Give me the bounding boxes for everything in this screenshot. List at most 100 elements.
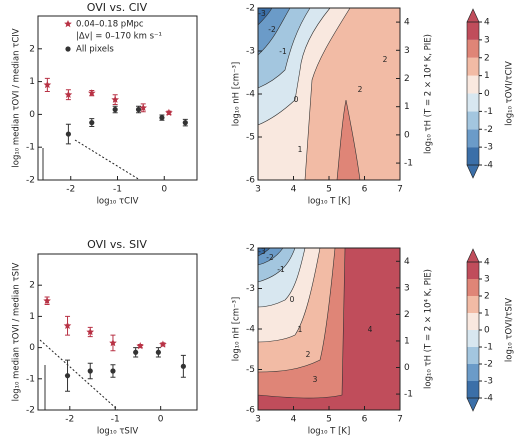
x-tick-label: 6 (362, 185, 368, 195)
x-axis-label: log₁₀ T [K] (308, 427, 351, 437)
contour-label: -1 (277, 265, 285, 274)
point (89, 120, 95, 126)
point (159, 115, 165, 121)
point (182, 120, 188, 126)
y2-axis-label: log₁₀ τH (T = 2 × 10⁴ K, PIE) (424, 269, 434, 389)
contour-label: -3 (258, 247, 266, 256)
contour-label: -2 (266, 253, 274, 262)
contour-label: 2 (358, 85, 363, 94)
colorbar-bin (467, 111, 479, 130)
y-tick-label: -1 (26, 143, 35, 153)
plot-frame (257, 247, 401, 411)
y-tick-label: -2 (246, 244, 255, 254)
contour-label: 1 (298, 325, 303, 334)
y-tick-label: 2 (29, 44, 35, 54)
x-axis-label: log₁₀ τSIV (97, 427, 138, 437)
colorbar-bin (467, 147, 479, 165)
x-tick-label: 4 (291, 185, 297, 195)
y-tick-label: 2 (29, 281, 35, 291)
colorbar-tick-label: -4 (484, 394, 493, 404)
colorbar-bin (467, 347, 479, 364)
y2-tick-label: 2 (404, 74, 410, 84)
colorbar-bin (467, 296, 479, 313)
colorbar-extend (466, 164, 480, 179)
point (155, 349, 161, 355)
y2-tick-label: 4 (404, 18, 410, 28)
colorbar-bin (467, 313, 479, 330)
colorbar-bin (467, 129, 479, 148)
point (110, 368, 116, 374)
contour-label: 2 (306, 350, 311, 359)
y2-axis-label: log₁₀ τH (T = 2 × 10⁴ K, PIE) (424, 34, 434, 154)
contour-label: -1 (279, 47, 287, 56)
y2-tick-label: -1 (404, 159, 413, 169)
x-tick-label: 0 (161, 185, 167, 195)
contour-map-bottom (257, 247, 400, 410)
point (65, 131, 71, 137)
y-tick-label: -3 (246, 47, 255, 57)
colorbar-tick-label: 3 (484, 35, 490, 45)
legend-label: All pixels (76, 45, 114, 55)
point (136, 342, 144, 350)
x-tick-label: -1 (111, 415, 120, 425)
y2-tick-label: 1 (404, 336, 410, 346)
legend-marker (65, 46, 71, 52)
reference-line (39, 339, 119, 411)
colorbar-bin (467, 364, 479, 381)
colorbar-bin (467, 39, 479, 58)
chart-title: OVI vs. CIV (87, 1, 148, 14)
x-tick-label: 7 (397, 415, 403, 425)
point (43, 296, 51, 304)
y-axis-label: log₁₀ nH [cm⁻³] (232, 297, 242, 361)
contour-label: -3 (258, 9, 266, 18)
colorbar-tick-label: -3 (484, 143, 493, 153)
x-tick-label: 0 (158, 415, 164, 425)
y2-tick-label: 0 (404, 130, 410, 140)
y-tick-label: -5 (246, 365, 255, 375)
colorbar-tick-label: -2 (484, 360, 493, 370)
x-tick-label: 7 (397, 185, 403, 195)
plot-frame (37, 253, 198, 411)
contour-label: 0 (294, 95, 299, 104)
x-tick-label: 5 (326, 415, 332, 425)
y-tick-label: -2 (26, 176, 35, 186)
x-tick-label: 5 (326, 185, 332, 195)
colorbar-tick-label: -2 (484, 125, 493, 135)
colorbar-tick-label: 0 (484, 89, 490, 99)
x-tick-label: -1 (113, 185, 122, 195)
y2-tick-label: 1 (404, 102, 410, 112)
contour-label: -2 (268, 25, 276, 34)
map-band (336, 99, 361, 181)
x-tick-label: 3 (255, 185, 261, 195)
colorbar-extend (466, 8, 480, 23)
colorbar-tick-label: 2 (484, 53, 490, 63)
point (88, 89, 96, 97)
colorbar-tick-label: -3 (484, 377, 493, 387)
y-tick-label: 0 (29, 343, 35, 353)
point (139, 103, 147, 112)
x-tick-label: 6 (362, 415, 368, 425)
legend-marker (64, 20, 72, 28)
x-tick-label: 3 (255, 415, 261, 425)
colorbar-tick-label: 3 (484, 275, 490, 285)
y-axis-label: log₁₀ median τOVI / median τCIV (12, 28, 22, 167)
y-tick-label: 0 (29, 110, 35, 120)
point (64, 90, 73, 98)
y-tick-label: -4 (246, 90, 255, 100)
colorbar-tick-label: 1 (484, 309, 490, 319)
point (180, 363, 186, 369)
annotation: |Δv| = 0–170 km s⁻¹ (76, 32, 162, 42)
point (159, 340, 167, 348)
contour-label: 2 (383, 55, 388, 64)
colorbar-bin (467, 22, 479, 40)
colorbar-tick-label: -1 (484, 107, 493, 117)
y2-tick-label: 3 (404, 283, 410, 293)
colorbar-extend (466, 397, 480, 412)
colorbar-bin (467, 330, 479, 347)
point (133, 349, 139, 355)
colorbar-bin (467, 75, 479, 94)
colorbar-tick-label: 2 (484, 292, 490, 302)
colorbar-label: log₁₀ τOVI/τSIV (505, 298, 515, 362)
colorbar-tick-label: 1 (484, 71, 490, 81)
